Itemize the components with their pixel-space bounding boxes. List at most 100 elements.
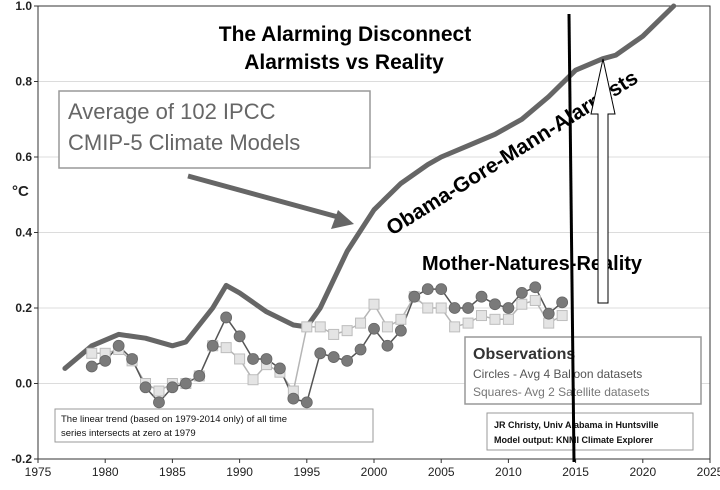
x-tick-label: 2020 [629,465,656,479]
model-callout-box [58,90,371,169]
x-tick-label: 1980 [92,465,119,479]
trend-note-line-1: The linear trend (based on 1979-2014 onl… [61,414,287,425]
balloon-circle-point [314,347,327,360]
balloon-circle-point [220,311,233,324]
balloon-circles [85,281,569,409]
balloon-circle-point [287,392,300,405]
trend-note-line-2: series intersects at zero at 1979 [61,428,196,439]
balloon-circle-point [354,343,367,356]
x-tick-label: 2025 [697,465,720,479]
satellite-square-point [476,310,488,322]
satellite-square-point [489,313,501,325]
balloon-circle-point [435,283,448,296]
balloon-circle-point [421,283,434,296]
satellite-square-point [462,317,474,329]
gap-arrow-icon [590,58,616,304]
satellite-square-point [502,313,514,325]
balloon-circle-point [233,330,246,343]
satellite-square-point [247,374,259,386]
balloon-circle-point [274,362,286,375]
satellite-square-point [381,321,393,333]
chart-title-line-1: The Alarming Disconnect [219,23,471,46]
observations-squares-label: Squares- Avg 2 Satellite datasets [473,385,650,399]
balloon-circle-point [556,296,569,309]
reality-label: Mother-Natures-Reality [422,253,643,275]
satellite-square-point [355,317,367,329]
credit-box [486,412,694,451]
balloon-circle-point [206,339,219,352]
satellite-square-point [422,302,434,314]
satellite-square-point [86,347,98,359]
balloon-circle-point [542,307,555,320]
balloon-circle-point [327,351,340,363]
x-tick-label: 1990 [226,465,253,479]
balloon-circle-point [112,339,125,352]
satellite-square-point [234,353,246,365]
balloon-circle-point [368,322,380,335]
trend-note-box [54,408,374,443]
model-callout-line-2: CMIP-5 Climate Models [68,130,300,155]
model-average-line [62,3,677,371]
x-tick-label: 2015 [562,465,589,479]
satellite-square-point [341,325,353,337]
x-tick-label: 2000 [361,465,388,479]
balloon-circle-point [394,324,407,337]
callout-arrow-head [331,210,354,229]
satellite-square-point [556,310,568,322]
satellite-square-point [449,321,461,333]
axis-ticks: -0.2 0.0 0.2 0.4 0.6 0.8 1.0 1975 1980 1985 1990 19… [11,0,720,479]
y-tick-label: 0.4 [15,226,32,240]
balloon-circle-point [462,302,474,314]
callout-arrow-shaft [187,173,339,220]
balloon-circle-point [153,396,165,409]
balloon-circle-point [99,354,112,367]
satellite-square-point [220,342,232,354]
balloon-circle-point [408,290,421,303]
balloon-circle-point [381,339,394,352]
satellite-square-point [435,302,447,314]
balloon-circle-point [341,354,354,367]
observations-title: Observations [473,346,575,363]
y-axis-label: °C [12,183,29,200]
balloon-circle-point [300,396,313,409]
disconnect-vertical-line [567,13,576,463]
satellite-square-point [516,298,528,310]
observations-legend-box [464,336,702,405]
balloon-circle-point [515,286,528,299]
x-tick-label: 1995 [293,465,320,479]
x-tick-label: 1985 [159,465,186,479]
satellite-square-point [529,294,541,306]
y-tick-label: -0.2 [11,452,32,466]
balloon-circle-point [502,302,515,314]
chart-title-line-2: Alarmists vs Reality [244,51,444,74]
x-tick-label: 2005 [428,465,455,479]
balloon-circle-point [85,360,98,373]
x-tick-label: 1975 [25,465,52,479]
satellite-square-point [153,385,165,397]
satellite-square-point [543,317,555,329]
y-tick-label: 0.0 [15,377,32,391]
balloon-circle-point [166,381,179,394]
balloon-circle-point [448,302,461,314]
y-tick-label: 0.8 [15,75,32,89]
satellite-squares [86,291,568,397]
balloon-circle-point [179,377,192,390]
x-tick-label: 2010 [495,465,522,479]
balloon-circle-point [260,353,273,365]
balloon-circle-point [475,290,488,303]
satellite-square-point [328,328,340,340]
balloon-circle-point [193,370,206,382]
balloon-circle-point [139,381,152,394]
y-tick-label: 0.2 [15,301,32,315]
satellite-square-point [301,321,313,333]
balloon-circle-point [126,353,138,365]
satellite-square-point [368,298,380,310]
satellite-square-point [395,313,407,325]
y-tick-label: 1.0 [15,0,32,13]
model-callout-line-1: Average of 102 IPCC [68,99,276,124]
balloon-circle-point [529,281,542,294]
credit-line-1: JR Christy, Univ Alabama in Huntsville [494,420,659,430]
balloon-circle-point [489,298,501,311]
observations-circles-label: Circles - Avg 4 Balloon datasets [473,367,642,381]
